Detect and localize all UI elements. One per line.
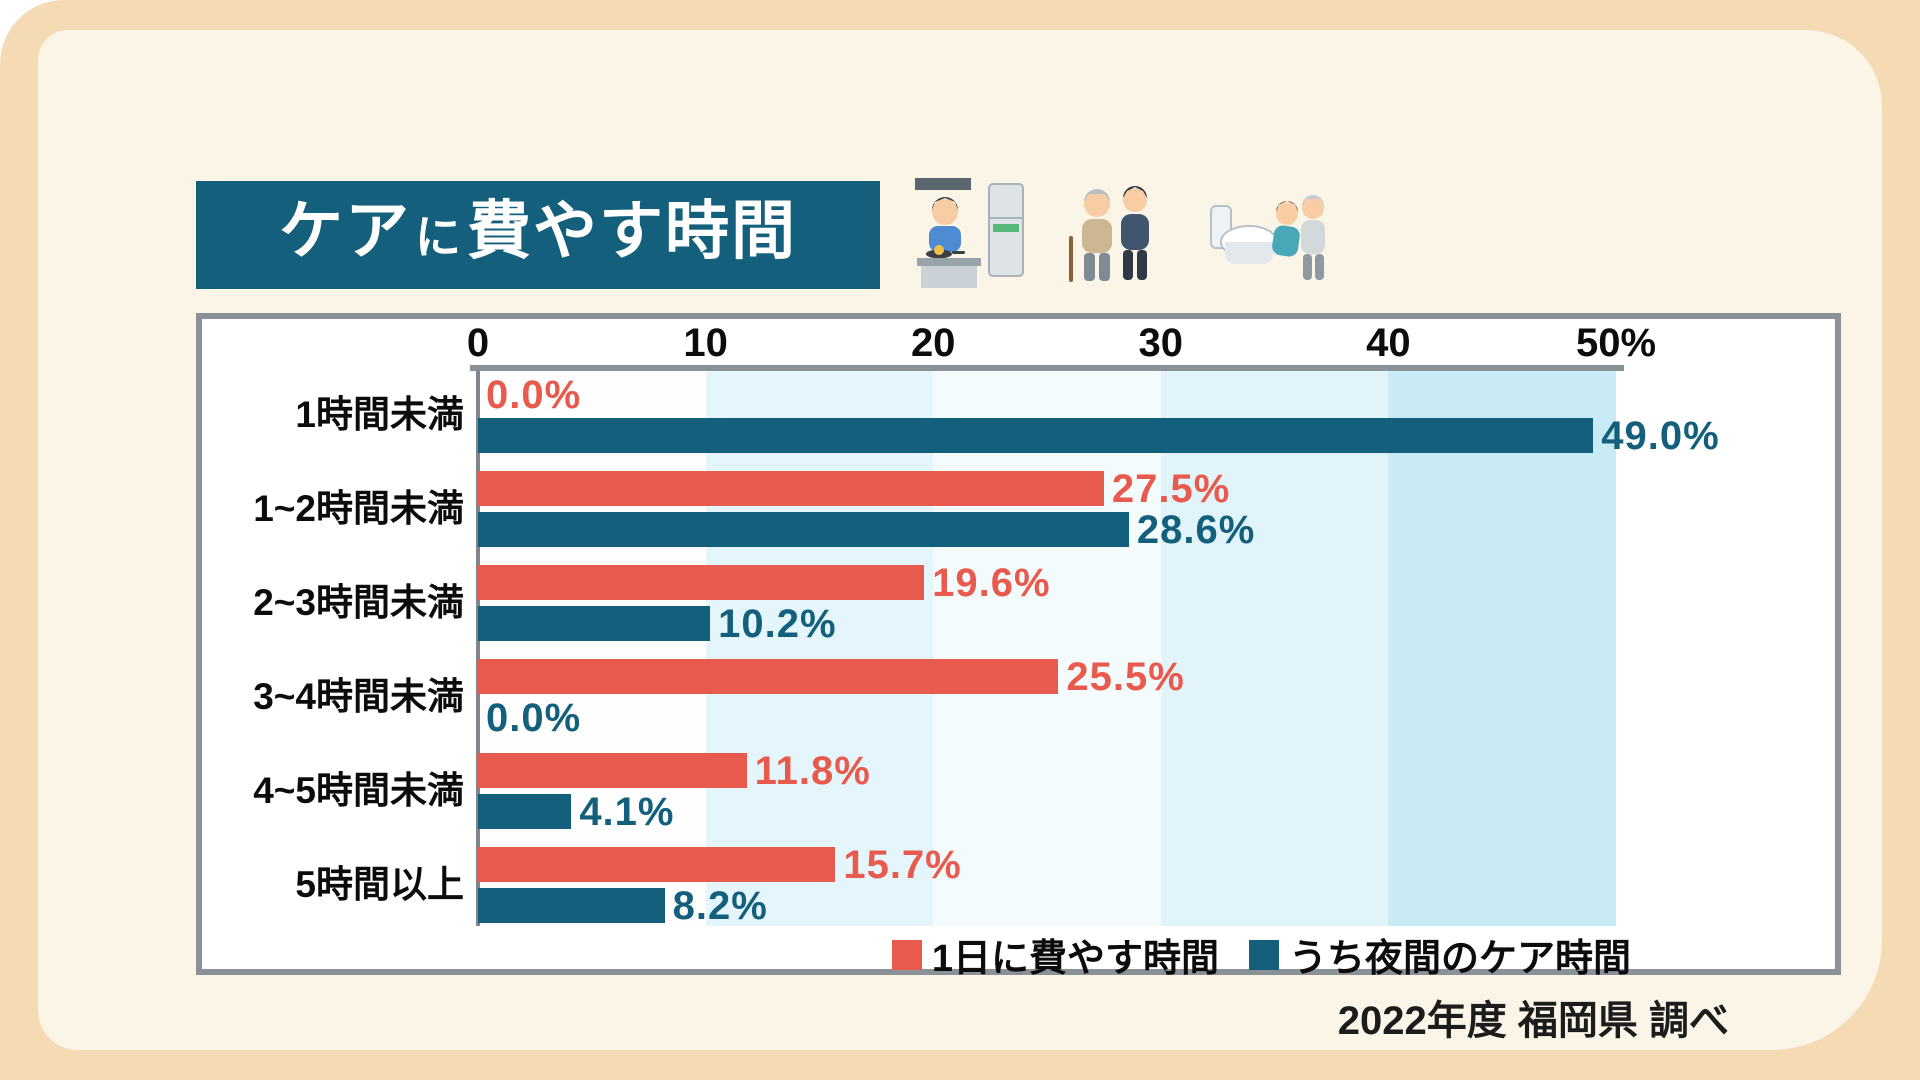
value-label: 0.0% <box>486 696 582 740</box>
bar-daily <box>478 659 1059 694</box>
bar-daily <box>478 847 836 882</box>
value-label: 49.0% <box>1601 414 1720 458</box>
value-label: 8.2% <box>672 884 768 928</box>
x-tick-label: 0 <box>466 321 490 365</box>
bar-night <box>478 794 572 829</box>
value-label: 15.7% <box>843 843 962 887</box>
source-note: 2022年度 福岡県 調べ <box>1337 999 1729 1043</box>
elder-walk-assist-illustration <box>1069 186 1149 282</box>
x-axis-line <box>470 365 1624 371</box>
grid-band <box>1160 371 1389 926</box>
grid-band <box>478 371 706 926</box>
category-label: 3~4時間未満 <box>253 676 464 717</box>
value-label: 10.2% <box>718 602 837 646</box>
x-tick-label: 20 <box>910 321 956 365</box>
bar-daily <box>478 471 1104 506</box>
value-label: 4.1% <box>579 790 675 834</box>
legend-label-night: うち夜間のケア時間 <box>1288 938 1631 980</box>
category-label: 5時間以上 <box>295 864 464 905</box>
value-label: 27.5% <box>1111 467 1231 511</box>
value-label: 28.6% <box>1136 508 1256 552</box>
category-label: 1~2時間未満 <box>253 488 464 529</box>
x-tick-label: 40 <box>1366 321 1411 365</box>
y-axis-line <box>476 371 480 926</box>
legend-swatch-night <box>1248 939 1279 970</box>
value-label: 19.6% <box>932 561 1051 605</box>
legend-item-daily: 1日に費やす時間 <box>891 927 1219 982</box>
content-card: ケア に 費やす時間 <box>38 30 1882 1050</box>
toilet-assist-illustration <box>1210 195 1325 280</box>
x-tick-label: 10 <box>683 321 728 365</box>
bar-daily <box>478 753 747 788</box>
bar-night <box>478 888 665 923</box>
title-text-rest: 費やす時間 <box>467 195 797 267</box>
title-text-particle: に <box>415 211 463 263</box>
bar-daily <box>478 565 925 600</box>
category-label: 4~5時間未満 <box>253 770 464 811</box>
x-tick-label: 50% <box>1575 321 1657 365</box>
legend-label-daily: 1日に費やす時間 <box>931 938 1219 980</box>
x-tick-label: 30 <box>1138 321 1184 365</box>
category-label: 1時間未満 <box>295 394 464 435</box>
legend-swatch-daily <box>891 939 922 970</box>
illustration-row <box>915 168 1331 290</box>
category-label: 2~3時間未満 <box>253 582 464 623</box>
bar-night <box>478 606 711 641</box>
grid-band <box>705 371 934 926</box>
title-text-main: ケア <box>279 195 411 267</box>
cooking-illustration <box>915 178 1024 288</box>
grid-band <box>933 371 1161 926</box>
value-label: 25.5% <box>1066 655 1185 699</box>
chart-frame: 1日に費やす時間 うち夜間のケア時間 0 10 20 30 40 50% 1時間未満 0.0%… <box>196 313 1841 980</box>
page-title: ケア に 費やす時間 <box>196 181 880 289</box>
value-label: 0.0% <box>486 373 582 417</box>
legend-item-night: うち夜間のケア時間 <box>1248 927 1631 982</box>
bar-night <box>478 418 1594 453</box>
bar-night <box>478 512 1129 547</box>
value-label: 11.8% <box>754 749 871 793</box>
chart-legend: 1日に費やす時間 うち夜間のケア時間 <box>891 927 1631 982</box>
grid-band <box>1388 371 1616 926</box>
